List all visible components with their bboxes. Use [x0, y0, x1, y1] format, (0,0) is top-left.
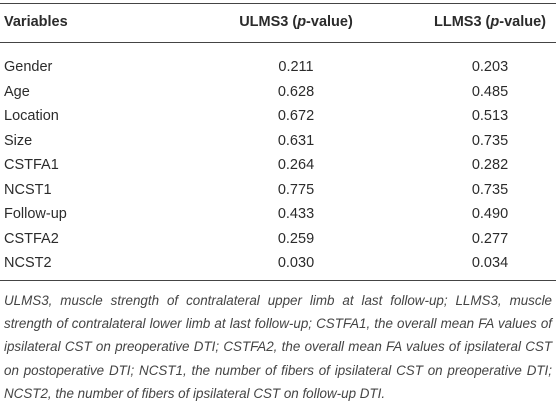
variable-cell: NCST1 [4, 181, 52, 198]
header-cell: LLMS3 (p-value) [410, 13, 556, 31]
value-cell: 0.631 [277, 132, 315, 149]
header-rule [0, 42, 556, 43]
variable-cell: NCST2 [4, 255, 52, 271]
value-cell: 0.211 [278, 59, 314, 75]
variable-cell: Gender [4, 59, 53, 75]
value-cell: 0.628 [277, 83, 315, 100]
value-cell: 0.264 [277, 157, 315, 173]
header-italic: p [490, 14, 500, 30]
header-italic: p [297, 14, 307, 30]
value-cell: 0.433 [277, 206, 315, 222]
value-cell: 0.030 [277, 255, 315, 271]
header-text: -value) [499, 14, 546, 30]
value-cell: 0.277 [471, 230, 509, 247]
footnote: ULMS3, muscle strength of contralateral … [4, 293, 552, 401]
value-cell: 0.034 [471, 255, 509, 271]
value-cell: 0.513 [471, 108, 509, 124]
value-cell: 0.490 [471, 206, 509, 222]
value-cell: 0.735 [471, 181, 509, 198]
variable-cell: CSTFA2 [4, 230, 59, 247]
variable-cell: CSTFA1 [4, 157, 59, 173]
value-cell: 0.259 [277, 230, 315, 247]
variable-cell: Size [4, 132, 33, 149]
header-cell: Variables [4, 14, 68, 30]
value-cell: 0.775 [277, 181, 315, 198]
variable-cell: Location [4, 108, 59, 124]
value-cell: 0.735 [471, 132, 509, 149]
value-cell: 0.203 [471, 59, 509, 75]
bottom-rule [0, 280, 556, 281]
header-text: ULMS3 ( [239, 14, 298, 30]
value-cell: 0.282 [471, 157, 509, 173]
variable-cell: Follow-up [4, 206, 67, 222]
header-text: -value) [306, 14, 353, 30]
variable-cell: Age [4, 83, 30, 100]
header-text: LLMS3 ( [434, 14, 491, 30]
value-cell: 0.672 [277, 108, 315, 124]
value-cell: 0.485 [471, 83, 509, 100]
header-cell: ULMS3 (p-value) [216, 13, 376, 31]
top-rule [0, 3, 556, 4]
